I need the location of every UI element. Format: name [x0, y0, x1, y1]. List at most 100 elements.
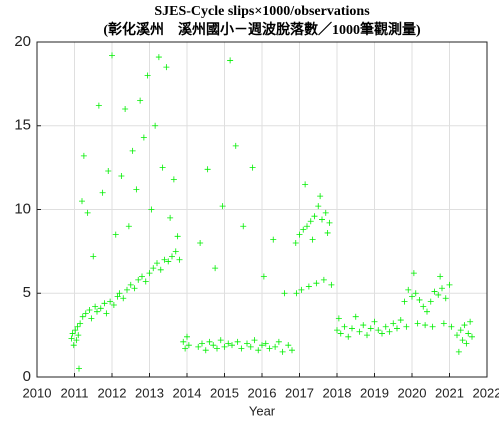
point — [293, 290, 300, 297]
point — [127, 281, 134, 288]
x-tick-label: 2019 — [360, 385, 389, 400]
point — [99, 189, 106, 196]
point — [320, 276, 327, 283]
y-tick-label: 15 — [14, 117, 31, 134]
x-tick-label: 2013 — [135, 385, 164, 400]
point — [356, 328, 363, 335]
point — [302, 181, 309, 188]
point — [296, 231, 303, 238]
point — [324, 229, 331, 236]
point — [214, 345, 220, 352]
point — [439, 285, 445, 292]
point — [69, 330, 76, 337]
y-tick-label: 5 — [23, 284, 31, 301]
point — [84, 209, 91, 216]
point — [88, 315, 95, 322]
point — [251, 337, 258, 344]
point — [285, 342, 292, 349]
x-tick-label: 2015 — [210, 385, 239, 400]
point — [137, 97, 144, 104]
y-tick-label: 0 — [23, 368, 31, 385]
point — [454, 332, 460, 339]
point — [197, 240, 204, 246]
point — [90, 253, 97, 260]
point — [170, 176, 177, 183]
point — [465, 330, 472, 337]
point — [345, 333, 352, 340]
point — [225, 340, 232, 347]
point — [309, 236, 316, 243]
point — [95, 102, 102, 109]
point — [161, 256, 168, 263]
point — [244, 340, 250, 347]
point — [416, 296, 423, 303]
point — [122, 106, 129, 112]
point — [76, 365, 82, 372]
x-tick-label: 2012 — [98, 385, 127, 400]
point — [352, 313, 359, 320]
point — [255, 347, 262, 354]
point — [129, 147, 136, 154]
point — [157, 266, 164, 273]
point — [238, 345, 245, 352]
point — [105, 167, 112, 174]
point — [155, 54, 162, 61]
point — [334, 327, 340, 334]
point — [266, 345, 273, 352]
point — [429, 323, 436, 330]
point — [455, 348, 462, 355]
point — [118, 173, 125, 179]
point — [375, 327, 382, 334]
y-tick-label: 20 — [14, 33, 31, 50]
point — [457, 327, 464, 334]
x-tick-label: 2016 — [248, 385, 277, 400]
point — [410, 270, 417, 277]
point — [172, 248, 179, 255]
point — [131, 285, 138, 292]
point — [217, 337, 224, 344]
point — [185, 342, 192, 349]
x-tick-label: 2014 — [173, 385, 202, 400]
x-tick-label: 2022 — [473, 385, 499, 400]
point — [82, 310, 89, 317]
point — [148, 206, 155, 213]
point — [165, 258, 172, 265]
point — [101, 300, 108, 307]
point — [440, 320, 447, 327]
point — [431, 288, 438, 295]
x-tick-label: 2018 — [323, 385, 352, 400]
point — [135, 276, 142, 283]
point — [260, 273, 267, 280]
point — [289, 347, 295, 354]
point — [232, 142, 239, 149]
point — [144, 72, 151, 79]
point — [169, 253, 175, 260]
point — [221, 343, 228, 350]
point — [262, 340, 269, 347]
point — [437, 273, 444, 280]
point — [139, 273, 145, 280]
point — [367, 325, 374, 332]
point — [469, 333, 475, 340]
point — [75, 332, 82, 339]
point — [315, 203, 322, 210]
point — [405, 286, 412, 293]
point — [176, 256, 183, 263]
point — [403, 323, 410, 330]
point — [328, 281, 335, 288]
point — [184, 333, 190, 340]
point — [409, 293, 415, 300]
point — [240, 223, 247, 230]
point — [79, 198, 85, 205]
point — [422, 322, 429, 329]
point — [234, 338, 241, 345]
point — [390, 320, 397, 327]
point — [124, 286, 130, 293]
point — [80, 152, 87, 159]
point — [195, 343, 202, 350]
point — [146, 270, 153, 277]
point — [307, 218, 314, 225]
point — [110, 301, 117, 308]
point — [112, 231, 119, 238]
point — [159, 164, 166, 171]
